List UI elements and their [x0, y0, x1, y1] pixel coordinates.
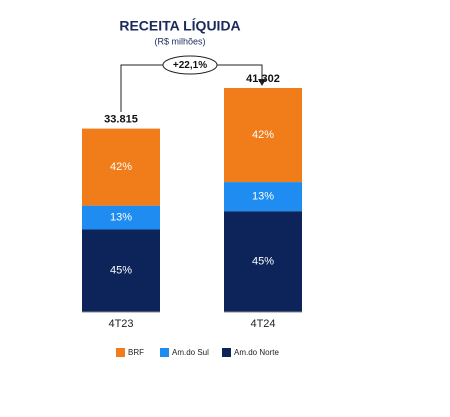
bar-segment [82, 205, 160, 230]
bar-segment [82, 128, 160, 206]
legend-swatch [116, 348, 125, 357]
segment-label: 13% [252, 191, 274, 203]
legend-swatch [222, 348, 231, 357]
total-label: 33.815 [104, 114, 138, 126]
bar-segment [224, 211, 302, 312]
legend-swatch [160, 348, 169, 357]
bar-segment [82, 229, 160, 312]
segment-label: 13% [110, 211, 132, 223]
growth-label: +22,1% [173, 60, 207, 71]
legend-label: BRF [128, 348, 144, 357]
bar-segment [224, 88, 302, 183]
growth-badge [162, 55, 218, 75]
x-tick-label: 4T23 [108, 318, 133, 330]
total-label: 41.302 [246, 73, 280, 85]
segment-label: 45% [110, 265, 132, 277]
legend-label: Am.do Norte [234, 348, 279, 357]
segment-label: 42% [110, 161, 132, 173]
chart-subtitle: (R$ milhões) [154, 36, 205, 46]
x-tick-label: 4T24 [250, 318, 275, 330]
legend-label: Am.do Sul [172, 348, 209, 357]
chart-title: RECEITA LÍQUIDA [119, 18, 240, 34]
bar-segment [224, 182, 302, 212]
segment-label: 45% [252, 256, 274, 268]
growth-arrowhead [258, 79, 266, 86]
segment-label: 42% [252, 129, 274, 141]
